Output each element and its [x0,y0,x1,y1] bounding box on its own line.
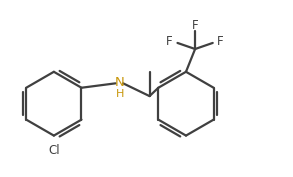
Text: F: F [192,19,198,32]
Text: H: H [115,89,124,99]
Text: Cl: Cl [48,144,60,157]
Text: F: F [166,35,173,48]
Text: N: N [114,76,124,89]
Text: F: F [217,35,224,48]
